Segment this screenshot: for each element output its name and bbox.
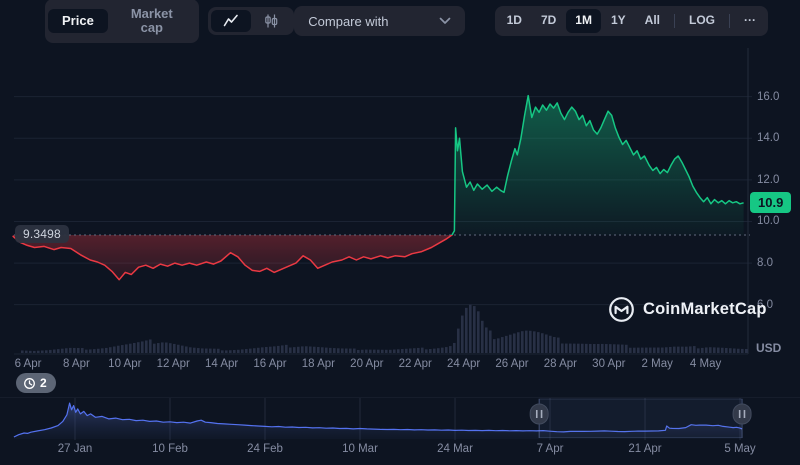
divider	[729, 14, 730, 28]
range-button-7d[interactable]: 7D	[532, 9, 565, 32]
log-scale-button[interactable]: LOG	[680, 9, 724, 32]
clock-history-icon	[24, 377, 35, 389]
coinmarketcap-watermark: CoinMarketCap	[608, 296, 767, 323]
line-chart-type-button[interactable]	[211, 10, 252, 32]
baseline-price-label: 9.3498	[15, 225, 69, 243]
range-button-1m[interactable]: 1M	[566, 9, 601, 33]
chart-type-toggle	[208, 7, 295, 35]
watermark-text: CoinMarketCap	[643, 300, 767, 318]
navigator-chart[interactable]	[0, 397, 800, 441]
compare-with-dropdown[interactable]: Compare with	[294, 6, 465, 36]
candlestick-chart-type-button[interactable]	[251, 10, 291, 32]
price-line-up	[450, 94, 744, 235]
price-line-down	[12, 235, 453, 281]
toolbar: Price Market cap Compare with	[0, 0, 800, 44]
candlestick-icon	[265, 14, 278, 28]
range-buttons: 1D 7D 1M 1Y All LOG ···	[494, 6, 768, 36]
range-button-1y[interactable]: 1Y	[602, 9, 635, 32]
brush-selection[interactable]	[538, 398, 743, 438]
more-options-button[interactable]: ···	[735, 9, 765, 32]
divider	[674, 14, 675, 28]
range-button-all[interactable]: All	[636, 9, 669, 32]
line-chart-icon	[223, 14, 239, 27]
history-count: 2	[40, 376, 47, 390]
price-chart[interactable]	[12, 94, 750, 281]
compare-with-label: Compare with	[308, 13, 389, 29]
brush-handle-left[interactable]	[529, 399, 549, 438]
navigator-line	[13, 402, 743, 438]
chevron-down-icon	[439, 17, 450, 24]
volume-bars	[21, 304, 748, 353]
baseline-price-value: 9.3498	[23, 227, 61, 241]
price-marketcap-toggle: Price Market cap	[45, 0, 199, 44]
brush-handle-right[interactable]	[732, 399, 752, 438]
range-button-1d[interactable]: 1D	[498, 9, 531, 32]
price-tab[interactable]: Price	[48, 8, 108, 34]
usd-axis-label: USD	[756, 341, 782, 355]
market-cap-tab[interactable]: Market cap	[108, 2, 196, 41]
current-price-badge: 10.9	[750, 192, 792, 213]
history-badge[interactable]: 2	[16, 373, 56, 393]
coinmarketcap-logo-icon	[609, 297, 634, 322]
